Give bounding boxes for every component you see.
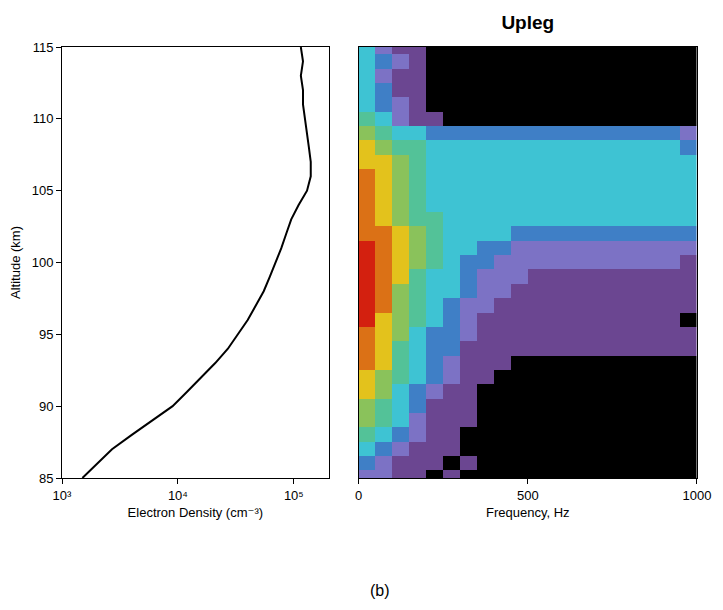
svg-text:90: 90: [39, 399, 53, 414]
svg-text:Electron Density (cm⁻³): Electron Density (cm⁻³): [128, 505, 263, 520]
svg-text:110: 110: [33, 111, 54, 126]
svg-text:105: 105: [32, 183, 54, 198]
svg-text:95: 95: [39, 327, 53, 342]
svg-text:10⁴: 10⁴: [168, 488, 188, 503]
svg-text:1000: 1000: [683, 488, 712, 503]
svg-text:10⁵: 10⁵: [284, 488, 304, 503]
svg-text:500: 500: [517, 488, 539, 503]
svg-text:Altitude (km): Altitude (km): [8, 226, 23, 299]
svg-text:100: 100: [32, 255, 54, 270]
svg-text:85: 85: [39, 471, 53, 486]
svg-text:0: 0: [355, 488, 362, 503]
svg-text:(b): (b): [370, 582, 390, 599]
svg-text:Upleg: Upleg: [501, 12, 554, 33]
svg-text:10³: 10³: [53, 488, 72, 503]
svg-text:Frequency, Hz: Frequency, Hz: [486, 505, 570, 520]
svg-text:115: 115: [33, 40, 54, 55]
